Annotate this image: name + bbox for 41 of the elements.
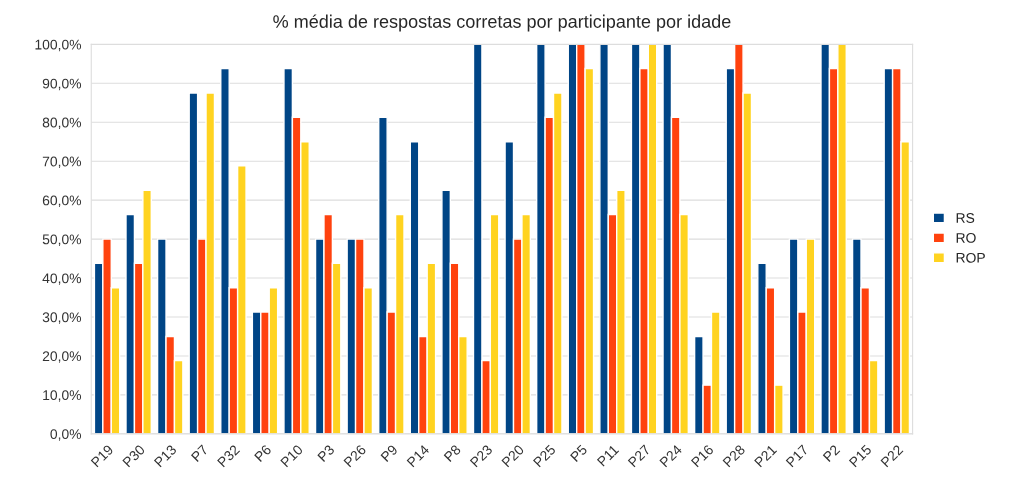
x-tick-label: P19 (90, 444, 114, 468)
x-tick-label: P13 (153, 444, 178, 468)
x-tick-label: P10 (280, 444, 304, 468)
x-tick-label: P8 (443, 444, 462, 462)
x-tick-label: P21 (754, 444, 778, 468)
x-tick-label: P5 (570, 444, 588, 462)
x-tick-label: P14 (406, 444, 430, 468)
x-tick-label: P6 (254, 444, 272, 462)
x-tick-label: P26 (343, 444, 367, 468)
x-tick-label: P3 (317, 444, 335, 462)
x-tick-label: P16 (690, 444, 715, 468)
x-tick-label: P11 (596, 444, 620, 467)
y-tick-label: 60,0% (42, 195, 82, 207)
y-tick-label: 80,0% (42, 117, 82, 130)
x-tick-label: P15 (848, 444, 873, 468)
y-tick-label: 40,0% (42, 273, 82, 285)
x-tick-label: P2 (822, 444, 841, 462)
x-tick-label: P17 (785, 444, 809, 468)
x-tick-label: P24 (659, 444, 683, 468)
x-tick-label: P32 (217, 444, 241, 468)
legend-label: RS (956, 213, 975, 223)
x-tick-label: P30 (122, 444, 146, 468)
y-tick-label: 10,0% (43, 390, 82, 402)
y-tick-label: 90,0% (42, 78, 82, 91)
y-tick-label: 50,0% (42, 234, 82, 246)
legend-label: ROP (956, 252, 985, 263)
x-tick-label: P23 (469, 444, 493, 468)
x-tick-label: P22 (880, 444, 904, 468)
x-tick-label: P27 (627, 444, 651, 468)
y-tick-label: 100,0% (35, 39, 82, 52)
y-tick-label: 30,0% (42, 312, 82, 324)
x-tick-label: P28 (722, 444, 746, 468)
y-tick-label: 70,0% (42, 156, 82, 169)
y-tick-label: 0,0% (50, 429, 82, 441)
x-tick-label: P20 (501, 444, 525, 468)
x-tick-label: P7 (190, 444, 209, 462)
x-tick-label: P25 (532, 444, 557, 468)
x-tick-label: P9 (380, 444, 399, 462)
legend-label: RO (956, 233, 976, 243)
chart-title: % média de respostas corretas por participante por idade (273, 14, 731, 32)
y-tick-label: 20,0% (42, 351, 82, 363)
